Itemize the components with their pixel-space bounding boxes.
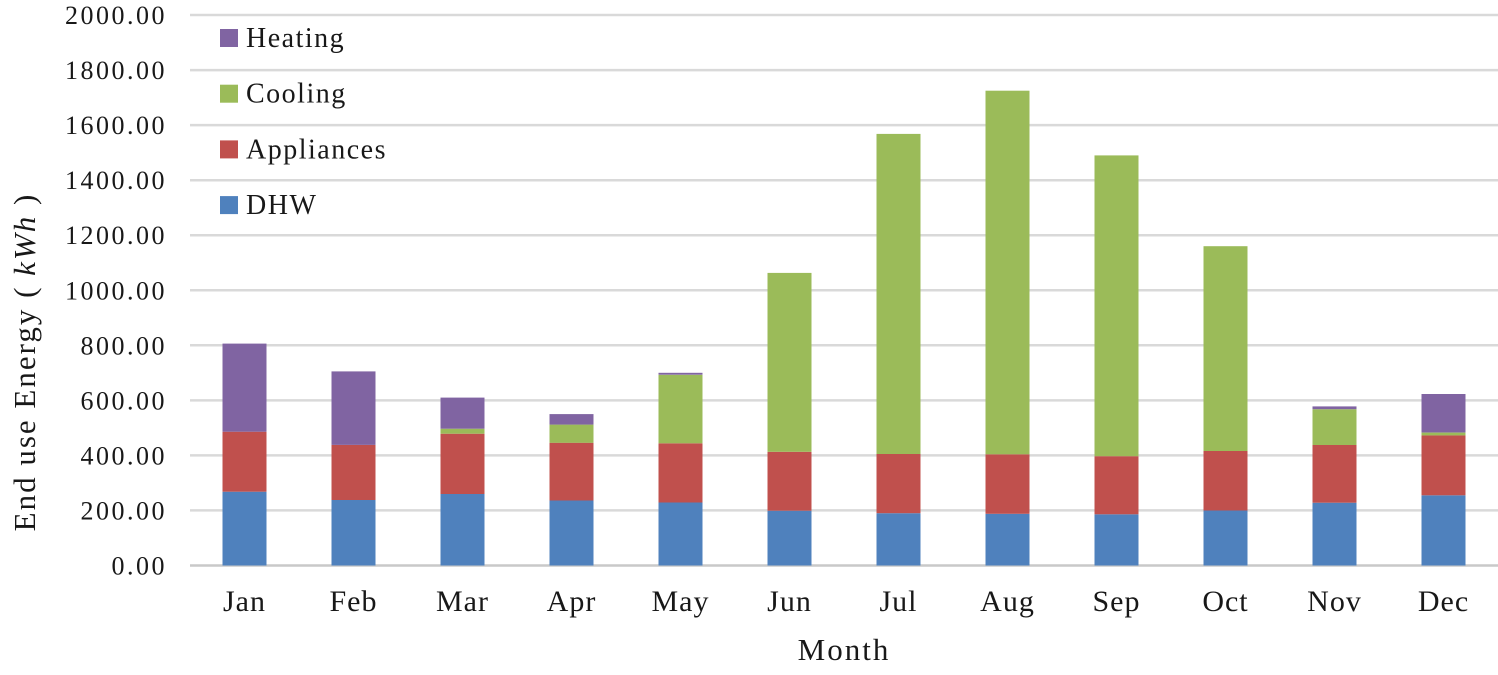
legend-label-cooling: Cooling	[246, 79, 347, 110]
x-axis-label-sep: Sep	[1093, 585, 1141, 618]
bar-segment-jul-dhw	[876, 513, 921, 566]
legend-swatch-appliances	[220, 140, 238, 159]
bar-segment-jul-appliances	[876, 454, 921, 514]
legend-entry-dhw: DHW	[220, 190, 317, 221]
y-tick-label-1000.00: 1000.00	[65, 276, 167, 305]
bar-segment-jan-dhw	[222, 491, 267, 566]
legend-swatch-cooling	[220, 84, 238, 103]
bar-segment-may-appliances	[658, 443, 703, 503]
legend-entry-cooling: Cooling	[220, 79, 347, 110]
gridlines-group	[190, 13, 1498, 567]
bar-segment-feb-dhw	[331, 500, 376, 566]
bar-segment-feb-appliances	[331, 444, 376, 500]
y-tick-label-0.00: 0.00	[112, 552, 168, 581]
x-axis-label-may: May	[652, 585, 710, 618]
bar-segment-jan-heating	[222, 343, 267, 432]
legend-swatch-heating	[220, 29, 238, 47]
bar-segment-jan-appliances	[222, 431, 267, 492]
x-axis-label-jun: Jun	[767, 585, 812, 618]
bar-segment-jul-cooling	[876, 133, 921, 454]
y-tick-label-1200.00: 1200.00	[65, 221, 167, 250]
x-axis-title: Month	[797, 632, 891, 667]
y-axis-title-text: End use Energy (	[7, 285, 42, 532]
y-tick-label-1400.00: 1400.00	[65, 166, 167, 195]
y-axis-title: End use Energy ( kWh )	[5, 152, 45, 572]
y-tick-label-200.00: 200.00	[81, 497, 168, 526]
bars-group	[222, 90, 1466, 566]
bar-segment-mar-cooling	[440, 428, 485, 434]
legend-label-dhw: DHW	[246, 190, 317, 221]
bar-segment-nov-cooling	[1312, 409, 1357, 445]
x-axis-label-oct: Oct	[1202, 585, 1248, 618]
bar-segment-apr-dhw	[549, 500, 594, 566]
x-axis-label-feb: Feb	[330, 585, 378, 618]
legend-swatch-dhw	[220, 196, 238, 215]
x-axis-label-dec: Dec	[1418, 585, 1469, 618]
bar-segment-mar-dhw	[440, 493, 485, 566]
y-axis-title-close-paren: )	[7, 192, 42, 205]
bar-segment-sep-appliances	[1094, 456, 1139, 515]
y-tick-label-2000.00: 2000.00	[65, 1, 167, 30]
bar-segment-may-cooling	[658, 374, 703, 444]
bar-segment-jun-cooling	[767, 272, 812, 452]
bar-segment-feb-heating	[331, 371, 376, 445]
bar-segment-aug-appliances	[985, 454, 1030, 514]
bar-segment-oct-dhw	[1203, 510, 1248, 566]
y-tick-label-1800.00: 1800.00	[65, 56, 167, 85]
bar-segment-sep-cooling	[1094, 155, 1139, 457]
y-axis-tick-labels-group: 0.00 200.00 400.00 600.00 800.00 1000.00 1200.…	[65, 1, 168, 581]
bar-segment-dec-dhw	[1421, 495, 1466, 566]
x-axis-label-jul: Jul	[879, 585, 917, 618]
x-axis-label-mar: Mar	[436, 585, 489, 618]
bar-segment-oct-cooling	[1203, 246, 1248, 451]
bar-segment-apr-appliances	[549, 442, 594, 501]
legend-entry-heating: Heating	[220, 23, 345, 54]
y-tick-label-1600.00: 1600.00	[65, 111, 167, 140]
bar-segment-jun-appliances	[767, 451, 812, 511]
bar-segment-sep-dhw	[1094, 514, 1139, 566]
bar-segment-mar-heating	[440, 397, 485, 429]
y-tick-label-400.00: 400.00	[81, 441, 168, 470]
y-tick-label-800.00: 800.00	[81, 331, 168, 360]
bar-segment-aug-dhw	[985, 513, 1030, 566]
bar-segment-dec-cooling	[1421, 432, 1466, 436]
bar-segment-nov-heating	[1312, 406, 1357, 410]
legend-label-heating: Heating	[246, 23, 345, 54]
bar-segment-aug-cooling	[985, 90, 1030, 455]
legend-entry-appliances: Appliances	[220, 134, 387, 165]
y-tick-label-600.00: 600.00	[81, 386, 168, 415]
bar-segment-may-dhw	[658, 502, 703, 566]
legend-label-appliances: Appliances	[246, 134, 387, 165]
bar-segment-dec-heating	[1421, 394, 1466, 433]
bar-segment-apr-heating	[549, 414, 594, 425]
x-axis-label-nov: Nov	[1307, 585, 1362, 618]
legend-group: Heating Cooling Appliances DHW	[220, 23, 387, 221]
x-axis-month-labels-group: Jan Feb Mar Apr May Jun Jul Aug Sep Oct Nov Dec	[223, 585, 1469, 618]
bar-segment-may-heating	[658, 372, 703, 375]
bar-segment-oct-appliances	[1203, 451, 1248, 511]
bar-segment-apr-cooling	[549, 424, 594, 443]
bar-segment-jun-dhw	[767, 510, 812, 566]
x-axis-label-apr: Apr	[547, 585, 597, 618]
bar-segment-nov-appliances	[1312, 444, 1357, 503]
x-axis-label-aug: Aug	[980, 585, 1035, 618]
bar-segment-dec-appliances	[1421, 435, 1466, 496]
bar-segment-nov-dhw	[1312, 502, 1357, 566]
bar-segment-mar-appliances	[440, 433, 485, 494]
x-axis-label-jan: Jan	[223, 585, 266, 618]
y-axis-unit-italic: kWh	[7, 214, 42, 276]
